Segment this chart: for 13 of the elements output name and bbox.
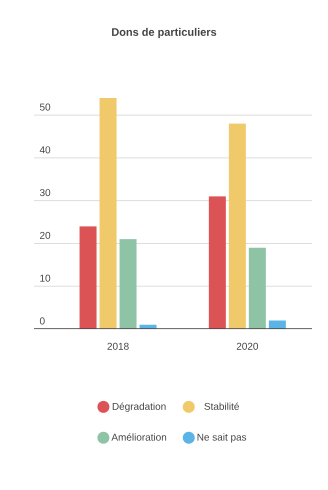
- y-tick-label: 0: [40, 317, 45, 324]
- legend-label: Stabilité: [204, 402, 239, 410]
- legend-label: Dégradation: [112, 402, 166, 412]
- x-tick-label: 2018: [107, 342, 129, 350]
- y-tick-label: 30: [40, 189, 50, 196]
- legend-label: Ne sait pas: [198, 433, 246, 443]
- chart-title: Dons de particuliers: [112, 28, 216, 38]
- y-tick-label: 50: [40, 104, 50, 111]
- y-tick-label: 40: [40, 146, 50, 154]
- y-tick-label: 10: [40, 274, 50, 282]
- x-tick-label: 2020: [236, 342, 258, 350]
- y-tick-label: 20: [40, 232, 50, 239]
- legend-label: Amélioration: [111, 433, 166, 441]
